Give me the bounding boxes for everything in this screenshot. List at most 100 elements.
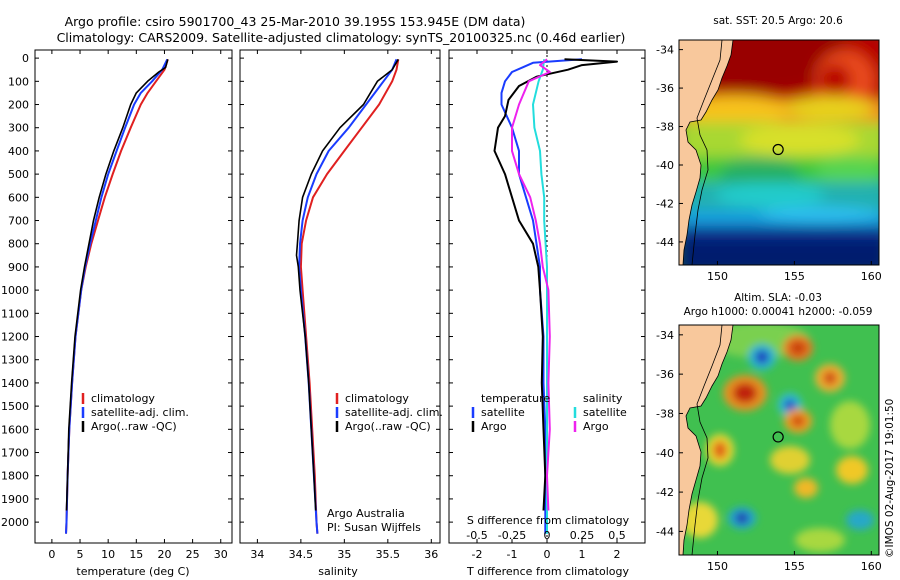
series-line-salinity-satellite xyxy=(532,59,548,534)
x-tick-label: 2 xyxy=(614,548,621,561)
x-tick-label: -2 xyxy=(472,548,483,561)
x-tick-label: 1 xyxy=(579,548,586,561)
map-y-tick-label: -40 xyxy=(656,159,674,172)
map-x-tick-label: 150 xyxy=(707,560,728,573)
difference-legend: temperature salinitysatelliteArgosatellit… xyxy=(471,392,627,433)
series-line-climatology xyxy=(299,59,400,534)
depth-tick-label: 1000 xyxy=(1,284,29,297)
x-tick-label: 36 xyxy=(424,548,438,561)
series-line-temperature-argo xyxy=(493,58,618,511)
temperature-panel: 0100200300400500600700800900100011001200… xyxy=(1,49,233,578)
series-line-salinity-argo xyxy=(511,58,551,511)
x-tick-label: 34.5 xyxy=(289,548,314,561)
legend-label: climatology xyxy=(345,392,409,405)
map-y-tick-label: -44 xyxy=(656,525,674,538)
map-y-tick-label: -34 xyxy=(656,44,674,57)
x-tick-label: 10 xyxy=(101,548,115,561)
depth-tick-label: 1200 xyxy=(1,331,29,344)
depth-tick-label: 2000 xyxy=(1,516,29,529)
x-tick-label: 34 xyxy=(250,548,264,561)
x-tick-label: 35 xyxy=(337,548,351,561)
s-tick-label: -0.25 xyxy=(498,529,526,542)
temperature-axes xyxy=(34,49,233,544)
sst-map: sat. SST: 20.5 Argo: 20.6 xyxy=(656,15,882,283)
legend-header-temperature: temperature xyxy=(481,392,550,405)
sla-map: Altim. SLA: -0.03 Argo h1000: 0.00041 h2… xyxy=(656,292,882,573)
sla-field xyxy=(682,325,874,552)
s-tick-label: 0.5 xyxy=(608,529,626,542)
map-y-tick-label: -36 xyxy=(656,368,674,381)
legend-label: Argo xyxy=(583,420,609,433)
x-tick-label: 0 xyxy=(544,548,551,561)
salinity-annotation-pi: PI: Susan Wijffels xyxy=(327,521,421,534)
sst-bathymetry-contour xyxy=(691,40,723,265)
map-y-tick-label: -42 xyxy=(656,486,674,499)
legend-label: satellite-adj. clim. xyxy=(345,406,443,419)
depth-tick-label: 400 xyxy=(8,145,29,158)
x-tick-label: 5 xyxy=(77,548,84,561)
sla-coastline xyxy=(682,325,734,555)
legend-label: satellite-adj. clim. xyxy=(91,406,189,419)
figure-title-line2: Climatology: CARS2009. Satellite-adjuste… xyxy=(57,30,626,45)
map-x-tick-label: 160 xyxy=(861,270,882,283)
depth-tick-label: 500 xyxy=(8,168,29,181)
s-tick-label: 0.25 xyxy=(570,529,595,542)
x-tick-label: 20 xyxy=(157,548,171,561)
legend-header-salinity: salinity xyxy=(583,392,623,405)
legend-label: Argo(..raw -QC) xyxy=(345,420,431,433)
sla-bathymetry-contour xyxy=(691,325,723,555)
series-line-temperature-satellite xyxy=(500,58,583,534)
s-tick-label: -0.5 xyxy=(466,529,487,542)
depth-tick-label: 100 xyxy=(8,75,29,88)
map-y-tick-label: -36 xyxy=(656,82,674,95)
legend-label: Argo xyxy=(481,420,507,433)
difference-panel: -2 -1 0 1 2 -0.5 -0.25 0 0.25 0.5 S difference fr… xyxy=(448,49,646,578)
depth-tick-label: 1300 xyxy=(1,354,29,367)
argo-position-marker xyxy=(772,143,784,156)
depth-tick-label: 1400 xyxy=(1,377,29,390)
x-tick-label: 25 xyxy=(186,548,200,561)
figure-title-line1: Argo profile: csiro 5901700_43 25-Mar-20… xyxy=(65,14,526,29)
depth-tick-label: 300 xyxy=(8,122,29,135)
sla-map-title-line2: Argo h1000: 0.00041 h2000: -0.059 xyxy=(684,306,873,318)
legend-label: satellite xyxy=(481,406,525,419)
sla-map-title-line1: Altim. SLA: -0.03 xyxy=(734,292,822,304)
s-difference-label: S difference from climatology xyxy=(467,514,630,527)
depth-tick-label: 700 xyxy=(8,215,29,228)
legend-label: climatology xyxy=(91,392,155,405)
t-difference-label: T difference from climatology xyxy=(466,565,629,578)
x-tick-label: -1 xyxy=(507,548,518,561)
map-x-tick-label: 155 xyxy=(784,270,805,283)
depth-tick-label: 1500 xyxy=(1,400,29,413)
sst-land xyxy=(679,40,733,265)
map-x-tick-label: 160 xyxy=(861,560,882,573)
sst-map-frame xyxy=(678,39,880,266)
legend-label: satellite xyxy=(583,406,627,419)
depth-tick-label: 600 xyxy=(8,191,29,204)
depth-tick-label: 1800 xyxy=(1,470,29,483)
temperature-xlabel: temperature (deg C) xyxy=(76,565,189,578)
depth-tick-label: 1600 xyxy=(1,423,29,436)
map-y-tick-label: -38 xyxy=(656,121,674,134)
x-tick-label: 15 xyxy=(129,548,143,561)
salinity-axes xyxy=(239,49,441,544)
sla-map-frame xyxy=(678,324,880,556)
depth-tick-label: 1900 xyxy=(1,493,29,506)
argo-position-marker xyxy=(772,431,784,443)
depth-tick-label: 800 xyxy=(8,238,29,251)
depth-tick-label: 900 xyxy=(8,261,29,274)
depth-tick-label: 1700 xyxy=(1,447,29,460)
x-tick-label: 30 xyxy=(214,548,228,561)
map-y-tick-label: -44 xyxy=(656,236,674,249)
series-line-argo-raw-qc- xyxy=(65,59,169,511)
sla-land xyxy=(679,325,733,555)
map-x-tick-label: 150 xyxy=(707,270,728,283)
salinity-annotation-org: Argo Australia xyxy=(327,507,405,520)
sst-coastline xyxy=(682,40,734,265)
x-tick-label: 35.5 xyxy=(376,548,401,561)
map-y-tick-label: -34 xyxy=(656,329,674,342)
salinity-xlabel: salinity xyxy=(318,565,358,578)
series-line-satellite-adj-clim- xyxy=(65,58,169,534)
